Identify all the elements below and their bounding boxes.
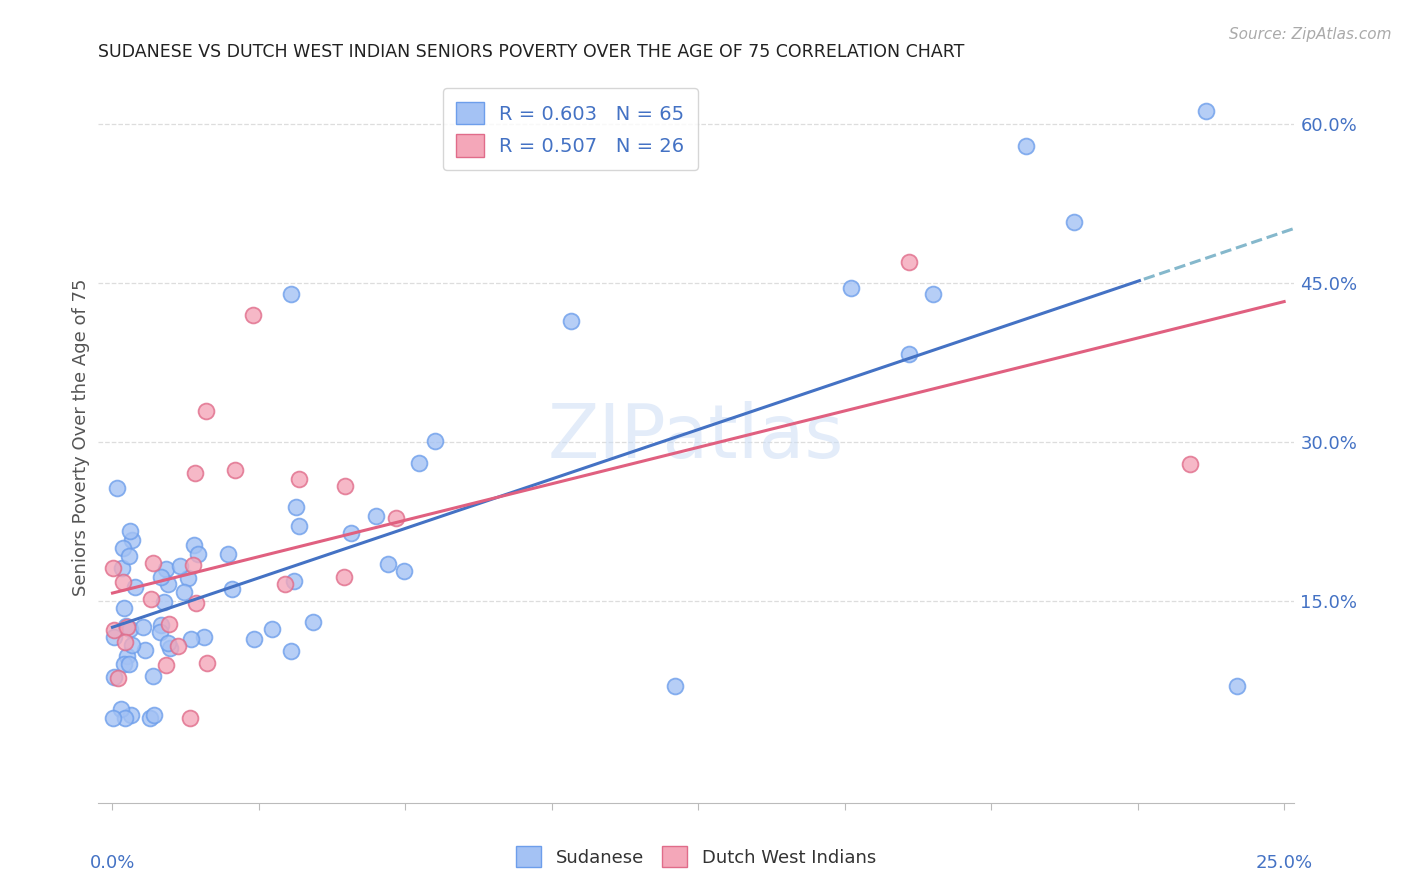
Point (101, 711, 124, 725)
Text: SUDANESE VS DUTCH WEST INDIAN SENIORS POVERTY OVER THE AGE OF 75 CORRELATION CHA: SUDANESE VS DUTCH WEST INDIAN SENIORS PO… (98, 44, 965, 62)
Text: Source: ZipAtlas.com: Source: ZipAtlas.com (1229, 27, 1392, 42)
Point (184, 596, 207, 610)
Point (224, 463, 246, 477)
Point (114, 635, 136, 649)
Point (408, 456, 430, 470)
Point (120, 622, 142, 636)
Point (141, 592, 163, 607)
Point (560, 314, 582, 328)
Point (335, 479, 357, 493)
Point (898, 255, 921, 269)
Point (242, 308, 264, 322)
Y-axis label: Seniors Poverty Over the Age of 75: Seniors Poverty Over the Age of 75 (72, 278, 90, 596)
Point (118, 549, 141, 564)
Text: 0.0%: 0.0% (90, 854, 135, 872)
Point (115, 649, 138, 664)
Point (114, 619, 136, 633)
Point (366, 508, 388, 523)
Point (121, 533, 143, 548)
Point (377, 558, 399, 572)
Point (274, 576, 297, 591)
Point (169, 559, 191, 574)
Point (120, 708, 142, 723)
Point (1195, 103, 1218, 118)
Point (103, 670, 125, 684)
Point (111, 541, 134, 556)
Point (112, 657, 135, 672)
Point (124, 580, 146, 594)
Point (921, 287, 943, 301)
Point (288, 472, 311, 486)
Point (112, 600, 135, 615)
Point (242, 632, 264, 646)
Point (131, 620, 153, 634)
Point (332, 570, 354, 584)
Point (1063, 214, 1085, 228)
Point (153, 595, 176, 609)
Point (142, 556, 165, 570)
Point (284, 500, 307, 514)
Point (111, 574, 134, 589)
Point (195, 656, 218, 670)
Point (177, 571, 200, 585)
Point (288, 519, 311, 533)
Point (157, 577, 180, 591)
Point (180, 632, 202, 647)
Point (195, 403, 218, 417)
Point (340, 526, 363, 541)
Point (1015, 138, 1038, 153)
Point (150, 569, 173, 583)
Point (193, 630, 215, 644)
Point (110, 702, 132, 716)
Point (142, 708, 165, 723)
Point (221, 582, 243, 596)
Point (898, 347, 921, 361)
Point (184, 466, 207, 480)
Point (1226, 679, 1249, 693)
Point (103, 630, 125, 644)
Point (186, 547, 208, 561)
Point (114, 711, 136, 725)
Point (159, 640, 181, 655)
Point (280, 287, 302, 301)
Text: ZIPatlas: ZIPatlas (548, 401, 844, 474)
Point (107, 671, 129, 685)
Point (118, 657, 141, 672)
Point (101, 561, 124, 575)
Point (392, 564, 415, 578)
Point (121, 638, 143, 652)
Point (183, 538, 205, 552)
Point (155, 562, 177, 576)
Point (664, 679, 686, 693)
Point (157, 616, 180, 631)
Point (302, 615, 325, 630)
Point (839, 281, 862, 295)
Point (149, 618, 172, 632)
Point (385, 510, 408, 524)
Point (139, 711, 162, 725)
Point (1180, 457, 1202, 471)
Point (111, 560, 134, 574)
Point (118, 524, 141, 538)
Point (179, 711, 201, 725)
Point (115, 620, 138, 634)
Point (149, 624, 172, 639)
Point (173, 584, 195, 599)
Point (142, 669, 165, 683)
Point (425, 434, 447, 449)
Text: 25.0%: 25.0% (1256, 854, 1313, 872)
Point (283, 574, 305, 588)
Point (156, 636, 179, 650)
Point (181, 558, 204, 572)
Point (217, 548, 239, 562)
Point (134, 643, 156, 657)
Point (103, 623, 125, 637)
Point (166, 640, 188, 654)
Point (155, 658, 177, 673)
Point (105, 482, 128, 496)
Legend: Sudanese, Dutch West Indians: Sudanese, Dutch West Indians (509, 839, 883, 874)
Point (260, 622, 283, 636)
Point (280, 644, 302, 658)
